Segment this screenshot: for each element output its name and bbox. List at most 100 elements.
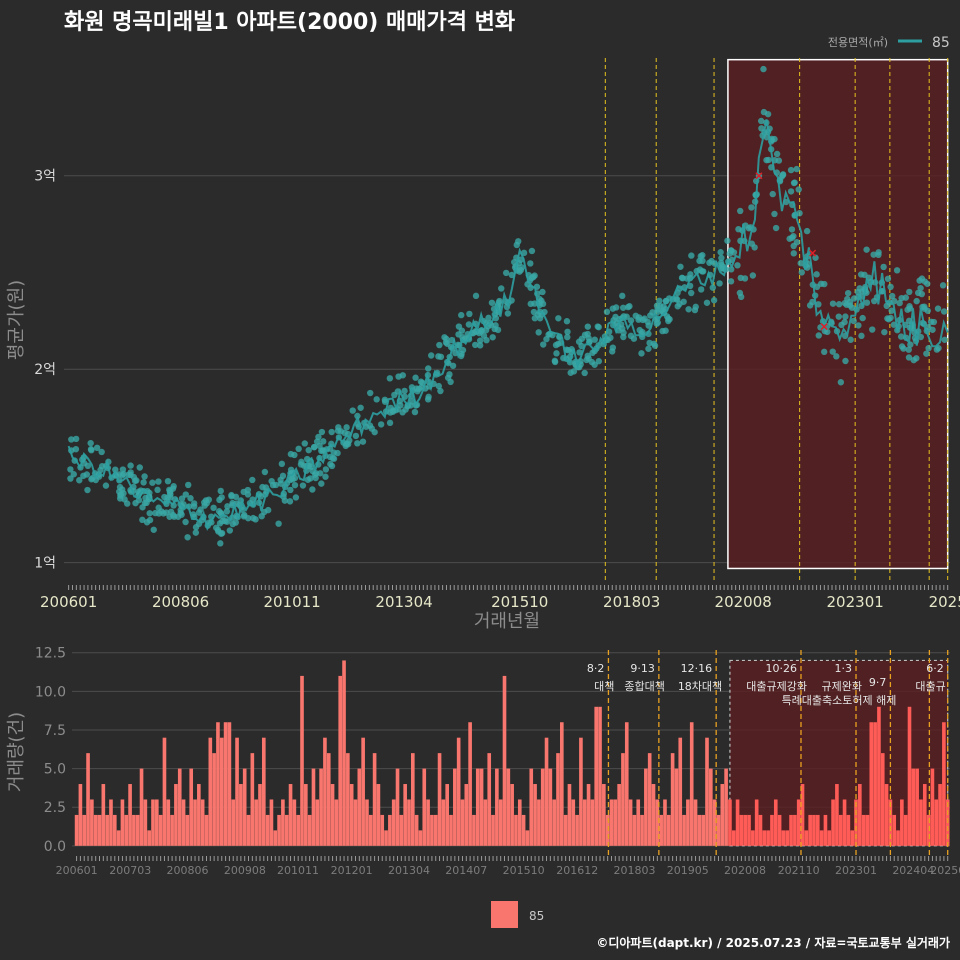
price-point bbox=[656, 297, 663, 305]
price-point bbox=[401, 387, 408, 395]
volume-x-tick-label: 20250 bbox=[930, 864, 960, 877]
price-point bbox=[659, 327, 666, 335]
price-point bbox=[359, 438, 367, 445]
price-point bbox=[775, 157, 783, 164]
policy-date-label: 8·2 bbox=[587, 662, 605, 675]
price-point bbox=[513, 241, 520, 249]
volume-x-tick-label: 202110 bbox=[778, 864, 820, 877]
price-point bbox=[603, 308, 611, 316]
volume-bar bbox=[128, 784, 132, 846]
cancelled-deal-mark bbox=[809, 249, 817, 257]
volume-bar bbox=[525, 830, 530, 846]
price-point bbox=[335, 424, 342, 431]
volume-bar bbox=[414, 814, 419, 846]
price-point bbox=[330, 449, 338, 456]
price-point bbox=[875, 249, 882, 256]
price-point bbox=[798, 269, 805, 276]
price-point bbox=[662, 297, 670, 305]
price-point bbox=[68, 436, 75, 443]
volume-bar bbox=[812, 814, 816, 846]
volume-bar bbox=[861, 814, 866, 846]
price-point bbox=[581, 331, 589, 339]
price-point bbox=[535, 329, 542, 336]
volume-bar bbox=[938, 784, 942, 846]
volume-bar bbox=[735, 799, 740, 846]
policy-date-label: 6·2 bbox=[926, 662, 944, 675]
volume-bar bbox=[273, 830, 278, 846]
price-point bbox=[847, 336, 854, 343]
volume-bar bbox=[697, 814, 702, 846]
price-point bbox=[217, 540, 224, 547]
price-point bbox=[788, 234, 796, 241]
price-point bbox=[900, 345, 907, 352]
volume-bar bbox=[93, 814, 98, 846]
price-point bbox=[197, 506, 204, 513]
price-point bbox=[688, 289, 695, 297]
price-point bbox=[829, 300, 837, 307]
volume-bar bbox=[177, 768, 182, 846]
volume-bar bbox=[365, 799, 369, 846]
price-point bbox=[146, 510, 153, 517]
volume-bar bbox=[491, 814, 495, 846]
price-point bbox=[651, 342, 659, 349]
volume-bar bbox=[495, 768, 499, 846]
volume-bar bbox=[105, 814, 109, 846]
price-point bbox=[170, 483, 177, 490]
price-point bbox=[132, 499, 139, 507]
volume-bar bbox=[300, 675, 304, 846]
volume-bar bbox=[552, 799, 556, 846]
price-point bbox=[837, 379, 845, 386]
volume-y-tick-label: 5.0 bbox=[44, 762, 66, 778]
price-point bbox=[934, 305, 942, 312]
volume-bar bbox=[731, 830, 736, 846]
price-point bbox=[472, 292, 480, 300]
volume-bar bbox=[674, 768, 679, 846]
price-point bbox=[281, 497, 289, 504]
volume-bar bbox=[544, 737, 549, 846]
volume-bar bbox=[563, 814, 568, 846]
price-point bbox=[645, 345, 652, 352]
volume-bar bbox=[323, 737, 327, 846]
volume-x-tick-label: 201407 bbox=[445, 864, 487, 877]
price-point bbox=[933, 346, 941, 353]
volume-bar bbox=[777, 814, 782, 846]
price-point bbox=[354, 412, 361, 420]
volume-bar bbox=[349, 784, 354, 846]
volume-x-tick-label: 202008 bbox=[724, 864, 766, 877]
price-point bbox=[312, 470, 320, 477]
price-point bbox=[476, 337, 484, 344]
price-point bbox=[889, 292, 896, 300]
price-point bbox=[630, 335, 638, 342]
price-point bbox=[322, 473, 329, 480]
price-point bbox=[531, 272, 538, 279]
price-x-tick-label: 201803 bbox=[603, 593, 660, 611]
price-point bbox=[833, 353, 840, 360]
price-point bbox=[412, 374, 419, 381]
volume-bar bbox=[942, 722, 946, 846]
volume-bar bbox=[540, 768, 545, 846]
price-point bbox=[717, 249, 724, 256]
price-point bbox=[377, 421, 385, 428]
price-point bbox=[917, 284, 924, 292]
price-point bbox=[588, 358, 596, 366]
price-point bbox=[502, 269, 510, 277]
price-point bbox=[258, 512, 265, 520]
price-point bbox=[692, 303, 699, 311]
price-point bbox=[83, 471, 91, 478]
volume-bar bbox=[514, 814, 518, 846]
price-point bbox=[387, 404, 394, 412]
volume-bar bbox=[651, 784, 656, 846]
price-series-line bbox=[67, 119, 949, 531]
price-point bbox=[146, 516, 154, 524]
volume-bar bbox=[319, 768, 323, 846]
price-point bbox=[84, 462, 92, 470]
volume-bar bbox=[399, 814, 404, 846]
price-x-tick-label: 201304 bbox=[375, 593, 432, 611]
price-point bbox=[858, 332, 865, 340]
volume-bar bbox=[609, 799, 614, 846]
price-y-axis-title: 평균가(원) bbox=[6, 280, 27, 360]
price-point bbox=[591, 336, 598, 343]
price-point bbox=[160, 510, 167, 517]
volume-x-tick-label: 200703 bbox=[109, 864, 151, 877]
price-point bbox=[880, 263, 887, 271]
